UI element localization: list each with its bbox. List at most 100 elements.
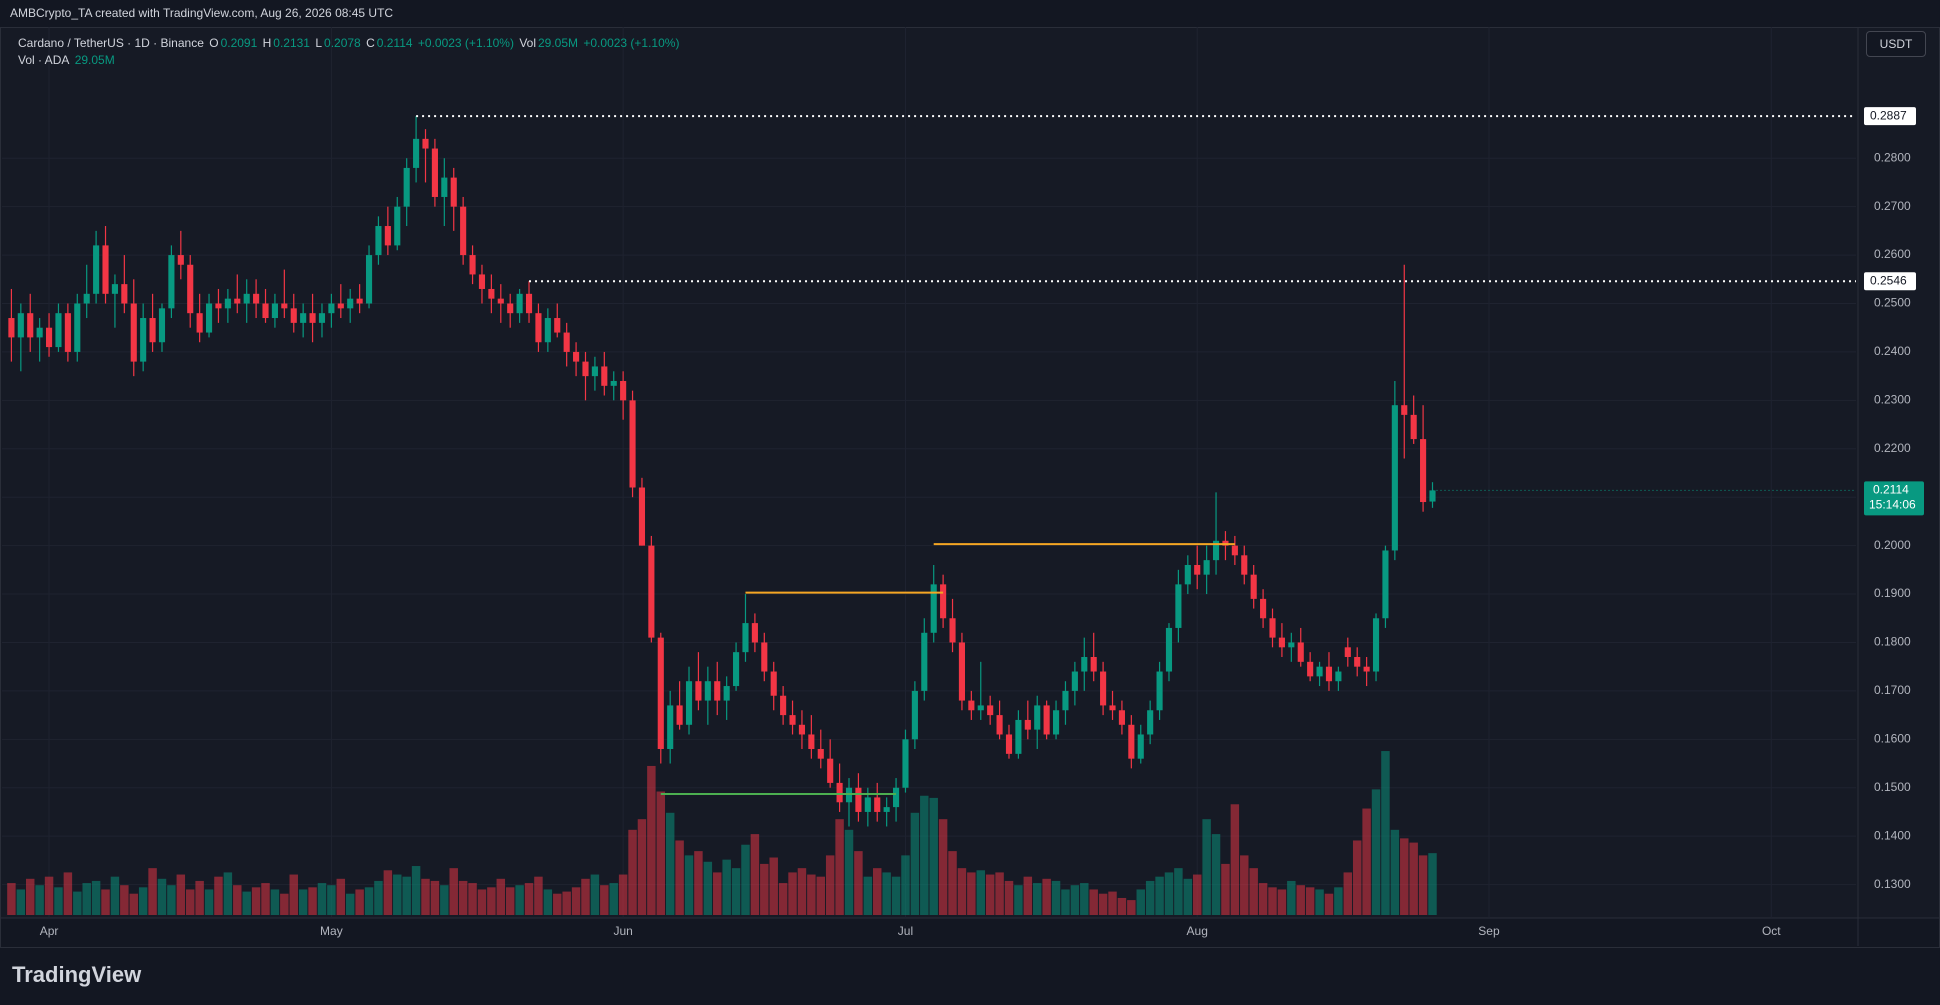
candle-body (582, 361, 589, 377)
y-tick-label: 0.2500 (1874, 296, 1911, 310)
volume-bar (957, 868, 967, 915)
level-label-box (1864, 107, 1916, 126)
volume-bar (214, 876, 223, 915)
readout-label: C (366, 36, 375, 50)
candle-body (1212, 540, 1220, 561)
volume-value: 29.05M (74, 53, 115, 67)
y-tick-label: 0.1900 (1874, 586, 1911, 600)
candle-body (1429, 490, 1436, 502)
candle-body (205, 303, 213, 333)
candle-body (1278, 637, 1285, 648)
candle-body (1288, 642, 1295, 648)
plot-background (0, 27, 1940, 918)
readout-label: O (209, 36, 219, 50)
volume-bar (967, 872, 976, 915)
candle-body (780, 695, 787, 716)
candle-body (1325, 666, 1333, 682)
volume-bar (1032, 883, 1042, 915)
volume-bar (571, 887, 581, 915)
candle-body (751, 623, 758, 643)
volume-bar (882, 872, 891, 915)
volume-bar (308, 887, 317, 915)
readout-open: 0.2091 (220, 36, 258, 50)
volume-bar (985, 874, 995, 915)
volume-bar (1352, 840, 1362, 915)
candle-body (328, 303, 335, 314)
candle-body (1062, 690, 1069, 711)
volume-bar (1136, 889, 1145, 915)
volume-bar (421, 878, 430, 915)
candle-body (460, 206, 467, 256)
currency-button[interactable]: USDT (1866, 31, 1926, 57)
volume-bar (477, 889, 487, 915)
volume-bar (873, 868, 882, 915)
candle-body (1165, 627, 1173, 672)
candle-body (403, 167, 410, 207)
volume-bar (16, 889, 26, 915)
candle-body (1354, 656, 1361, 667)
volume-bar (675, 840, 684, 915)
attribution: AMBCrypto_TA created with TradingView.co… (10, 6, 394, 20)
volume-bar (468, 883, 477, 915)
volume-bar (317, 883, 327, 915)
volume-bar (1258, 883, 1268, 915)
candle-body (836, 782, 843, 803)
volume-bar (176, 874, 186, 915)
candle-body (1147, 710, 1154, 735)
y-tick-label: 0.2300 (1874, 393, 1911, 407)
volume-bar (938, 819, 948, 915)
candle-body (1335, 671, 1342, 682)
candle-body (1015, 719, 1022, 754)
candle-body (817, 749, 824, 759)
candle-body (1241, 555, 1248, 575)
volume-bar (44, 876, 54, 915)
volume-bar (816, 876, 826, 915)
volume-bar (1117, 897, 1127, 915)
volume-bar (769, 857, 778, 915)
volume-bar (929, 797, 938, 915)
candle-body (714, 681, 721, 701)
candle-body (130, 303, 137, 362)
candle-body (318, 313, 326, 323)
volume-bar (1428, 853, 1437, 915)
candle-body (544, 318, 551, 343)
volume-bar (1221, 863, 1230, 915)
volume-bar (223, 872, 233, 915)
candle-body (17, 313, 24, 338)
candle-body (215, 303, 222, 309)
candle-body (902, 739, 909, 788)
candle-body (949, 618, 956, 643)
volume-bar (280, 893, 289, 915)
volume-bar (505, 887, 515, 915)
candle-body (629, 400, 636, 488)
candle-body (987, 705, 994, 716)
candle-body (1109, 705, 1116, 711)
candle-body (140, 318, 147, 362)
candle-body (770, 671, 777, 696)
volume-bar (807, 874, 816, 915)
volume-bar (665, 812, 675, 915)
volume-bar (1127, 900, 1136, 915)
y-tick-label: 0.1700 (1874, 683, 1911, 697)
candle-body (234, 298, 241, 304)
candle-body (149, 318, 156, 343)
readout-close: 0.2114 (376, 36, 413, 50)
candle-body (102, 245, 109, 294)
volume-bar (1014, 885, 1023, 915)
volume-bar (760, 863, 769, 915)
readout-low: 0.2078 (324, 36, 361, 50)
volume-bar (270, 889, 280, 915)
candle-body (657, 637, 664, 750)
candle-body (1005, 734, 1013, 754)
candle-body (469, 255, 476, 275)
volume-bar (35, 885, 44, 915)
readout-label: Vol (519, 36, 536, 50)
y-tick-label: 0.2800 (1874, 150, 1911, 164)
candle-body (1382, 550, 1389, 619)
volume-bar (910, 812, 920, 915)
volume-bar (628, 829, 637, 915)
candle-body (1052, 710, 1060, 735)
volume-bar (562, 891, 571, 915)
volume-bar (1409, 842, 1418, 915)
candle-body (1316, 666, 1323, 677)
